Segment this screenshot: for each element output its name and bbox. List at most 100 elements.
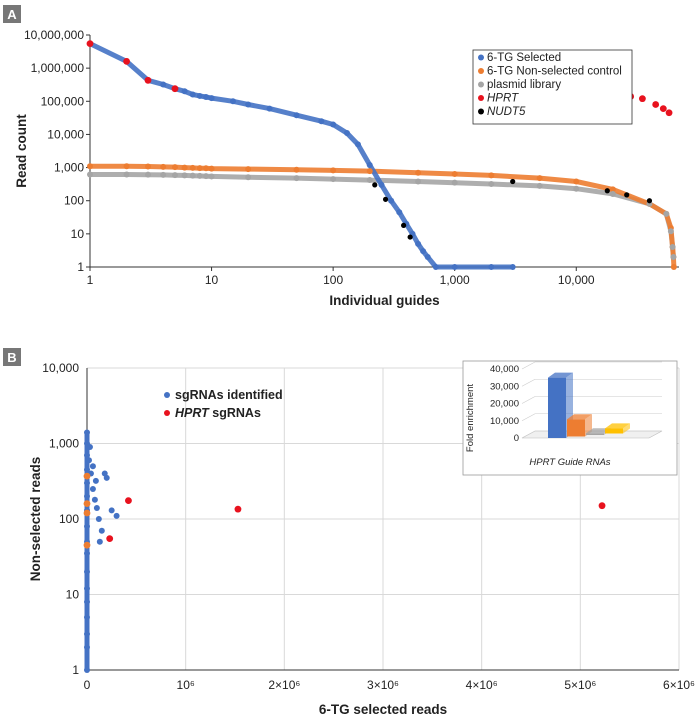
y-tick-label: 10,000: [42, 361, 79, 375]
data-point-6-tg-selected: [203, 93, 210, 100]
inset-bar-side: [623, 423, 630, 434]
data-point-nudt5: [604, 188, 610, 194]
data-point-6-tg-non-selected-control: [87, 163, 93, 170]
panel-label-a: A: [7, 7, 17, 22]
inset-bar-top: [586, 428, 611, 434]
data-point-6-tg-selected: [330, 121, 337, 128]
data-point-sgrna: [85, 457, 92, 464]
x-tick-label: 4×10⁶: [466, 678, 498, 692]
data-point-plasmid-library: [573, 185, 580, 192]
data-point-plasmid-library: [536, 182, 543, 189]
data-point-plasmid-library: [670, 254, 677, 261]
data-point-6-tg-selected: [196, 92, 203, 99]
x-tick-label: 10: [205, 273, 219, 287]
y-tick-label: 10,000: [47, 127, 84, 141]
data-point-sgrna: [84, 614, 90, 621]
data-point-sgrna: [98, 527, 105, 534]
data-point-sgrna: [86, 443, 93, 450]
data-point-6-tg-selected: [424, 254, 431, 261]
data-point-6-tg-non-selected-control: [208, 165, 215, 172]
legend-marker: [478, 81, 484, 88]
data-point-hprt: [598, 502, 606, 510]
inset-bar-top: [548, 372, 573, 378]
data-point-plasmid-library: [203, 173, 210, 180]
data-point-plasmid-library: [171, 172, 178, 179]
data-point-sgrna: [84, 493, 90, 500]
data-point-sgrna: [84, 630, 90, 637]
y-tick-label: 100: [64, 194, 84, 208]
data-point-plasmid-library: [123, 171, 130, 178]
inset-bar-top: [567, 414, 592, 420]
data-point-plasmid-library: [160, 171, 167, 178]
data-point-6-tg-selected: [318, 118, 325, 125]
legend-marker: [478, 54, 484, 61]
y-tick-label: 1,000,000: [31, 61, 85, 75]
inset-gridline: [521, 413, 536, 422]
x-axis-title: 6-TG selected reads: [319, 702, 447, 717]
data-point-nudt5: [510, 178, 516, 185]
data-point-6-tg-selected: [189, 91, 196, 98]
data-point-plasmid-library: [208, 173, 215, 180]
data-point-6-tg-non-selected-control: [293, 166, 300, 173]
legend-label: 6-TG Non-selected control: [487, 66, 622, 78]
data-point-6-tg-non-selected-control: [181, 164, 188, 171]
legend-label-italic: HPRT: [175, 406, 210, 420]
data-point-sgrna: [103, 474, 110, 481]
data-point-sgrna: [84, 429, 90, 436]
panel-label-b: B: [7, 350, 16, 365]
data-point-hprt: [234, 505, 242, 513]
data-point-6-tg-selected: [388, 197, 395, 204]
y-tick-label: 100,000: [41, 94, 85, 108]
data-point-6-tg-non-selected-control: [451, 170, 458, 177]
data-point-hprt: [652, 101, 660, 108]
inset-gridline: [521, 430, 536, 439]
data-point-sgrna: [89, 485, 96, 492]
data-point-6-tg-selected: [378, 181, 385, 188]
y-tick-label: 1: [72, 663, 79, 677]
data-point-6-tg-selected: [488, 264, 495, 270]
legend-box: [472, 49, 633, 125]
data-point-plasmid-library: [293, 175, 300, 182]
data-point-plasmid-library: [488, 180, 495, 187]
data-point-plasmid-library: [87, 171, 93, 178]
inset-gridline: [521, 396, 536, 404]
data-point-hprt: [171, 85, 179, 93]
data-point-sgrna: [93, 504, 100, 511]
inset-y-tick: 20,000: [490, 399, 519, 410]
data-point-6-tg-non-selected-control: [366, 168, 373, 175]
y-tick-label: 10,000,000: [24, 28, 84, 42]
legend-label-rest: sgRNAs: [209, 406, 261, 420]
data-point-6-tg-selected: [451, 264, 458, 270]
data-point-6-tg-selected: [366, 161, 373, 168]
data-point-nudt5: [646, 198, 653, 204]
data-point-hprt: [659, 105, 667, 113]
inset-y-tick: 0: [514, 433, 519, 444]
legend-label: HPRT: [487, 93, 519, 105]
data-point-plasmid-library: [609, 190, 616, 197]
data-point-6-tg-non-selected-control: [609, 186, 616, 193]
y-axis-title: Non-selected reads: [28, 457, 43, 582]
inset-bar: [548, 377, 566, 438]
data-point-sgrna: [89, 463, 96, 470]
legend-marker: [478, 68, 484, 74]
data-point-6-tg-non-selected-control: [415, 169, 422, 176]
y-tick-label: 1,000: [54, 161, 84, 175]
data-point-sgrna: [113, 512, 120, 519]
data-point-sgrna: [84, 598, 90, 605]
data-point-6-tg-selected: [354, 141, 361, 148]
data-point-sgrna: [108, 507, 115, 514]
data-point-6-tg-selected: [420, 248, 427, 255]
data-point-6-tg-selected: [266, 105, 273, 112]
data-point-sgrna: [84, 568, 90, 575]
inset-bar: [567, 419, 585, 437]
data-point-6-tg-selected: [293, 112, 300, 119]
data-point-sgrna: [84, 479, 90, 486]
data-point-6-tg-selected: [160, 81, 167, 88]
data-point-6-tg-selected: [432, 264, 439, 270]
inset-gridline: [521, 361, 536, 370]
inset-y-tick: 40,000: [490, 364, 519, 375]
data-point-6-tg-non-selected-control: [160, 163, 167, 170]
inset-x-title: HPRT Guide RNAs: [529, 457, 610, 468]
data-point-sgrna: [96, 538, 103, 545]
data-point-plasmid-library: [667, 228, 674, 235]
